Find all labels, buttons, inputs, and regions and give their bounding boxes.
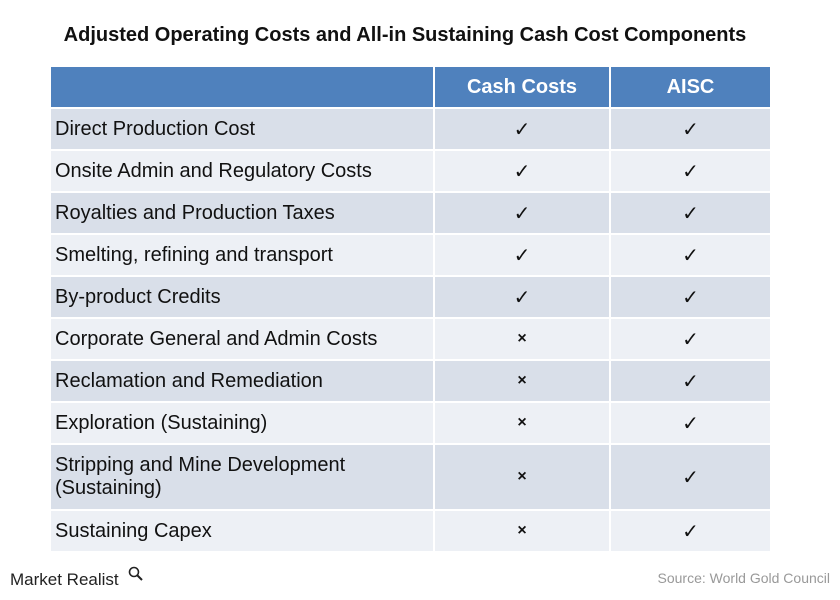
mark-cell: × (433, 317, 610, 360)
mark-cell: × (433, 443, 610, 510)
mark-cell: ✓ (433, 191, 610, 234)
table-row: Smelting, refining and transport ✓ ✓ (49, 233, 770, 276)
mark-cell: ✓ (609, 233, 770, 276)
mark-cell: ✓ (609, 359, 770, 402)
mark-cell: ✓ (433, 275, 610, 318)
header-cell: Cash Costs (433, 67, 610, 108)
table-body: Direct Production Cost ✓ ✓ Onsite Admin and… (49, 107, 770, 551)
label-cell: Sustaining Capex (49, 509, 434, 551)
mark-cell: ✓ (609, 317, 770, 360)
label-cell: Reclamation and Remediation (49, 359, 434, 402)
mark-cell: ✓ (609, 149, 770, 192)
table-row: Onsite Admin and Regulatory Costs ✓ ✓ (49, 149, 770, 192)
mark-cell: ✓ (609, 401, 770, 444)
table: Cash Costs AISC Direct Production Cost ✓ ✓… (49, 67, 770, 551)
header-cell: AISC (609, 67, 770, 108)
mark-cell: ✓ (609, 107, 770, 150)
table-row: Exploration (Sustaining) × ✓ (49, 401, 770, 444)
header-row: Cash Costs AISC (49, 67, 770, 108)
mark-cell: ✓ (609, 509, 770, 551)
label-cell: Exploration (Sustaining) (49, 401, 434, 444)
label-cell: Direct Production Cost (49, 107, 434, 150)
mark-cell: ✓ (609, 191, 770, 234)
label-cell: By-product Credits (49, 275, 434, 318)
mark-cell: × (433, 509, 610, 551)
brand: Market Realist (10, 570, 119, 589)
table-row: Corporate General and Admin Costs × ✓ (49, 317, 770, 360)
mark-cell: ✓ (433, 149, 610, 192)
mark-cell: ✓ (609, 275, 770, 318)
mark-cell: ✓ (433, 107, 610, 150)
table-row: By-product Credits ✓ ✓ (49, 275, 770, 318)
brand-icon (128, 566, 143, 581)
table-row: Reclamation and Remediation × ✓ (49, 359, 770, 402)
label-cell: Onsite Admin and Regulatory Costs (49, 149, 434, 192)
table-row: Royalties and Production Taxes ✓ ✓ (49, 191, 770, 234)
table-row: Stripping and Mine Development (Sustaini… (49, 443, 770, 510)
mark-cell: ✓ (433, 233, 610, 276)
title: Adjusted Operating Costs and All-in Sust… (63, 24, 747, 46)
label-cell: Royalties and Production Taxes (49, 191, 434, 234)
label-cell: Corporate General and Admin Costs (49, 317, 434, 360)
table-row: Sustaining Capex × ✓ (49, 509, 770, 551)
mark-cell: × (433, 359, 610, 402)
mark-cell: × (433, 401, 610, 444)
label-cell: Smelting, refining and transport (49, 233, 434, 276)
mark-cell: ✓ (609, 443, 770, 510)
label-cell: Stripping and Mine Development (Sustaini… (49, 443, 434, 510)
header-cell (49, 67, 434, 108)
table-row: Direct Production Cost ✓ ✓ (49, 107, 770, 150)
source: Source: World Gold Council (657, 570, 830, 586)
